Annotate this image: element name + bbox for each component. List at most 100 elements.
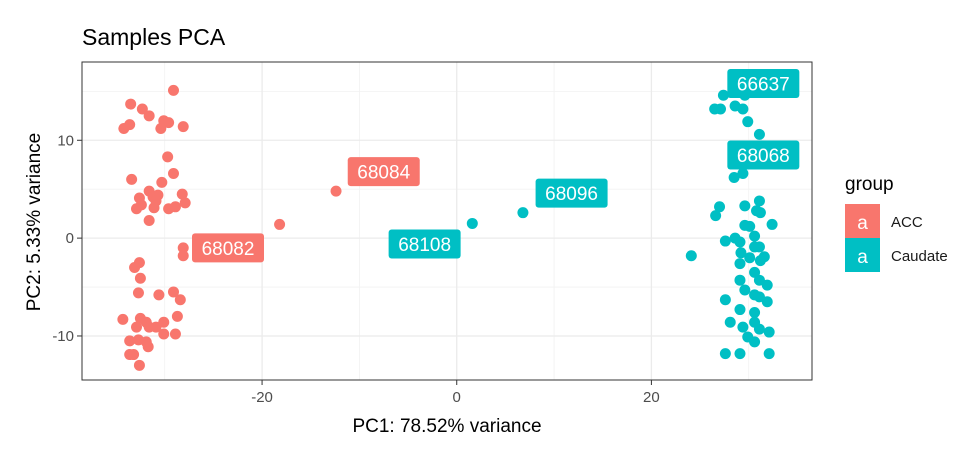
- point-label-text: 68068: [737, 146, 790, 167]
- y-axis: -10 0 10: [52, 132, 82, 345]
- point-caudate: [735, 247, 747, 259]
- point-acc: [128, 349, 140, 361]
- point-caudate: [734, 348, 746, 360]
- x-axis: -20 0 20: [251, 380, 660, 406]
- point-caudate: [763, 348, 775, 360]
- point-label-text: 68084: [357, 163, 410, 184]
- point-caudate: [734, 304, 746, 316]
- point-label-box: [388, 229, 461, 259]
- x-tick-label: 20: [643, 389, 660, 406]
- y-tick-label: 10: [57, 132, 74, 149]
- point-caudate: [742, 116, 754, 128]
- point-acc: [176, 188, 188, 200]
- point-acc: [132, 287, 144, 299]
- point-acc: [136, 103, 148, 115]
- point-acc: [117, 313, 129, 325]
- point-caudate: [737, 321, 749, 333]
- x-axis-label: PC1: 78.52% variance: [352, 416, 541, 437]
- point-caudate: [753, 128, 765, 140]
- point-label-text: 68082: [202, 239, 255, 260]
- point-label-text: 66637: [737, 75, 790, 96]
- point-acc: [163, 117, 175, 129]
- grid-major: [82, 62, 812, 380]
- point-label-68108: 68108: [388, 229, 461, 259]
- point-caudate: [763, 326, 775, 338]
- point-label-box: [727, 140, 800, 170]
- point-caudate: [714, 201, 726, 213]
- plot-panel: [82, 62, 812, 380]
- point-acc: [142, 341, 154, 353]
- point-label-68082: 68082: [192, 233, 264, 263]
- point-caudate: [737, 103, 749, 115]
- point-caudate: [749, 336, 761, 348]
- panel-border: [81, 61, 813, 381]
- point-acc: [167, 286, 179, 298]
- point-acc: [167, 168, 179, 180]
- point-caudate: [685, 250, 697, 262]
- point-caudate: [719, 294, 731, 306]
- y-axis-label: PC2: 5.33% variance: [24, 133, 45, 312]
- point-acc: [156, 176, 168, 188]
- point-caudate: [709, 103, 721, 115]
- legend-title: group: [845, 174, 894, 195]
- point-caudate: [717, 89, 729, 101]
- point-acc: [177, 242, 189, 254]
- point-label-text: 68108: [398, 235, 451, 256]
- point-acc: [125, 98, 137, 110]
- legend-key-glyph-caudate: a: [857, 247, 868, 268]
- point-caudate: [719, 235, 731, 247]
- point-caudate: [734, 274, 746, 286]
- point-acc: [274, 218, 286, 230]
- point-acc: [171, 310, 183, 322]
- point-label-text: 68096: [545, 184, 598, 205]
- point-acc: [124, 335, 136, 347]
- point-acc: [131, 203, 143, 215]
- point-caudate: [754, 207, 766, 219]
- point-label-box: [192, 233, 264, 263]
- point-label-68084: 68084: [347, 157, 420, 187]
- point-caudate: [744, 220, 756, 232]
- point-label-68096: 68096: [535, 178, 608, 208]
- point-label-box: [727, 69, 800, 99]
- legend-key-glyph-acc: a: [857, 213, 868, 234]
- point-caudate: [517, 207, 529, 219]
- point-caudate: [761, 296, 773, 308]
- point-caudate: [749, 266, 761, 278]
- legend: group a ACC a Caudate: [845, 174, 948, 272]
- point-acc: [155, 123, 167, 135]
- point-caudate: [734, 258, 746, 270]
- point-caudate: [766, 218, 778, 230]
- legend-key-acc: [845, 204, 880, 238]
- legend-label-caudate: Caudate: [891, 248, 948, 265]
- y-tick-label: -10: [52, 328, 74, 345]
- point-caudate: [744, 252, 756, 264]
- point-acc: [126, 173, 138, 185]
- point-caudate: [719, 348, 731, 360]
- point-acc: [129, 261, 141, 273]
- point-acc: [162, 151, 174, 163]
- grid-minor: [82, 62, 812, 380]
- point-acc: [177, 250, 189, 262]
- point-caudate: [724, 316, 736, 328]
- point-acc: [169, 328, 181, 340]
- point-acc: [143, 110, 155, 122]
- point-acc: [150, 321, 162, 333]
- point-caudate: [753, 195, 765, 207]
- point-labels: 66637 68068 68084 68096 68108 68082: [192, 69, 800, 263]
- point-label-box: [347, 157, 420, 187]
- point-caudate: [753, 323, 765, 335]
- legend-key-caudate: [845, 238, 880, 272]
- point-acc: [153, 289, 165, 301]
- point-caudate: [466, 217, 478, 229]
- point-acc: [131, 321, 143, 333]
- chart-title: Samples PCA: [82, 24, 226, 50]
- point-acc: [133, 359, 145, 371]
- x-tick-label: -20: [251, 389, 273, 406]
- point-acc: [167, 84, 179, 96]
- point-acc: [177, 121, 189, 133]
- point-caudate: [753, 241, 765, 253]
- point-caudate: [749, 230, 761, 242]
- point-label-68068: 68068: [727, 140, 800, 170]
- point-label-66637: 66637: [727, 69, 800, 99]
